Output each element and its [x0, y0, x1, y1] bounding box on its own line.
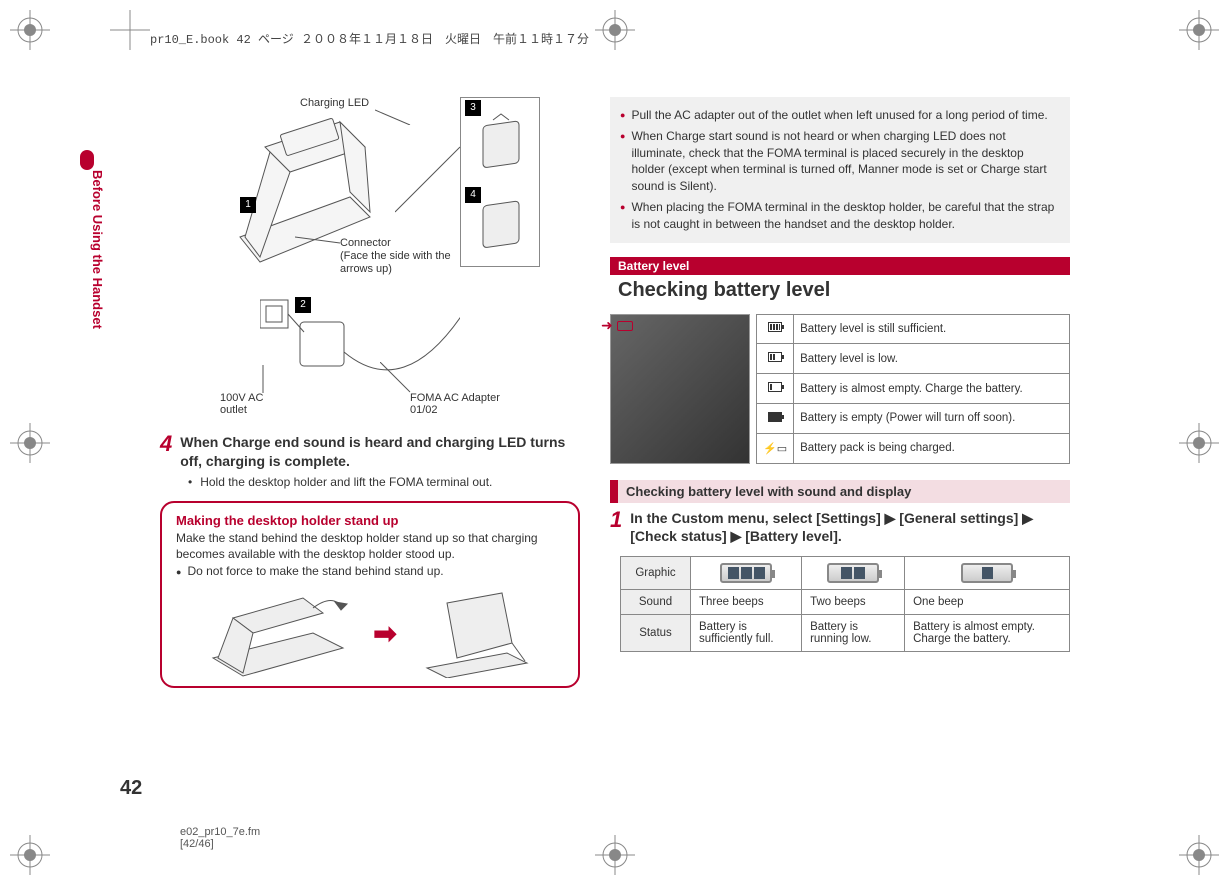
sound-status-table: Graphic Sound Three beeps Two beeps One …: [620, 556, 1070, 652]
battery-desc: Battery is almost empty. Charge the batt…: [794, 374, 1070, 404]
status-cell: Battery is almost empty. Charge the batt…: [905, 615, 1070, 652]
table-header: Graphic: [621, 557, 691, 590]
footer-filename: e02_pr10_7e.fm[42/46]: [180, 826, 260, 850]
print-header: pr10_E.book 42 ページ ２００８年１１月１８日 火曜日 午前１１時…: [150, 30, 1100, 47]
arrow-icon: ➡: [373, 617, 396, 650]
diagram-label-adapter: FOMA AC Adapter 01/02: [410, 392, 510, 416]
step-4: 4 When Charge end sound is heard and cha…: [160, 433, 580, 471]
holder-upright-illustration: [417, 588, 537, 678]
note-bullet: ●Pull the AC adapter out of the outlet w…: [620, 107, 1060, 124]
section-side-label: Before Using the Handset: [90, 170, 105, 329]
battery-empty-icon: [768, 412, 782, 422]
status-cell: Battery is running low.: [802, 615, 905, 652]
tip-bullet: Do not force to make the stand behind st…: [176, 564, 564, 580]
side-accent-bar: [80, 150, 94, 170]
battery-low-icon: [768, 352, 782, 362]
holder-flat-illustration: [203, 588, 353, 678]
graphic-cell: [802, 557, 905, 590]
battery-desc: Battery level is still sufficient.: [794, 314, 1070, 344]
holder-tip-box: Making the desktop holder stand up Make …: [160, 501, 580, 688]
diagram-label-led: Charging LED: [300, 97, 369, 109]
battery-icon-table: Battery level is still sufficient. Batte…: [756, 314, 1070, 464]
note-bullet: ●When Charge start sound is not heard or…: [620, 128, 1060, 195]
graphic-cell: [905, 557, 1070, 590]
crop-mark: [10, 835, 50, 875]
charger-diagram: Charging LED 1 3 4 Connector (Face the s…: [180, 97, 580, 427]
step-1: 1 In the Custom menu, select [Settings] …: [610, 509, 1070, 547]
note-bullet: ●When placing the FOMA terminal in the d…: [620, 199, 1060, 233]
table-header: Sound: [621, 590, 691, 615]
diagram-label-outlet: 100V AC outlet: [220, 392, 290, 416]
battery-desc: Battery level is low.: [794, 344, 1070, 374]
step-sub: Hold the desktop holder and lift the FOM…: [188, 475, 580, 489]
battery-desc: Battery is empty (Power will turn off so…: [794, 403, 1070, 433]
crop-mark: [1179, 10, 1219, 50]
crop-mark: [1179, 423, 1219, 463]
table-header: Status: [621, 615, 691, 652]
battery-charging-icon: ⚡▭: [763, 443, 787, 455]
step-number: 4: [160, 433, 172, 471]
graphic-cell: [691, 557, 802, 590]
crop-mark: [1179, 835, 1219, 875]
sound-cell: Three beeps: [691, 590, 802, 615]
battery-full-icon: [768, 322, 782, 332]
tip-text: Make the stand behind the desktop holder…: [176, 530, 564, 562]
crop-mark: [10, 423, 50, 463]
section-title: Checking battery level: [610, 275, 1070, 310]
section-bar: Battery level: [610, 257, 1070, 275]
crop-mark: [10, 10, 50, 50]
sound-cell: One beep: [905, 590, 1070, 615]
sound-cell: Two beeps: [802, 590, 905, 615]
phone-screenshot: ➜: [610, 314, 750, 464]
diagram-callout-2: 2: [295, 297, 311, 313]
diagram-label-connector: Connector (Face the side with the arrows…: [340, 237, 460, 277]
battery-almost-empty-icon: [768, 382, 782, 392]
status-cell: Battery is sufficiently full.: [691, 615, 802, 652]
step-title: In the Custom menu, select [Settings] ▶ …: [630, 509, 1070, 547]
diagram-callout-1: 1: [240, 197, 256, 213]
notes-box: ●Pull the AC adapter out of the outlet w…: [610, 97, 1070, 243]
step-title: When Charge end sound is heard and charg…: [180, 433, 580, 471]
step-number: 1: [610, 509, 622, 547]
subsection-heading: Checking battery level with sound and di…: [610, 480, 1070, 503]
tip-title: Making the desktop holder stand up: [176, 513, 564, 528]
battery-desc: Battery pack is being charged.: [794, 433, 1070, 463]
page-number: 42: [120, 777, 142, 800]
